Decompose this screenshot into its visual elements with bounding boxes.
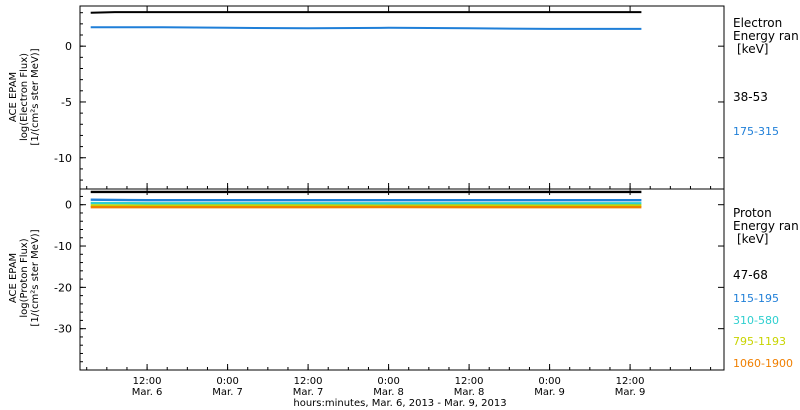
xtick-label-time-6: 12:00 (616, 376, 645, 387)
electron-legend: Electron Energy ran [keV] 38-53 175-315 (733, 16, 799, 138)
proton-y-ticks: 0 -10 -20 -30 (54, 195, 724, 371)
xtick-label-date-3: Mar. 8 (373, 387, 404, 398)
xtick-label-date-6: Mar. 9 (615, 387, 646, 398)
proton-legend-heading-2: Energy ran (733, 219, 799, 233)
electron-legend-entry-0: 38-53 (733, 90, 768, 104)
proton-ytick-label-0: 0 (65, 199, 72, 212)
x-axis-label: hours:minutes, Mar. 6, 2013 - Mar. 9, 20… (293, 398, 506, 409)
proton-ytick-label-2: -20 (54, 281, 72, 294)
xtick-label-time-2: 12:00 (294, 376, 323, 387)
electron-legend-entry-1: 175-315 (733, 125, 779, 138)
xtick-label-time-1: 0:00 (216, 376, 238, 387)
electron-legend-heading-1: Electron (733, 16, 782, 30)
proton-ylabel-line-2: log(Proton Flux) (19, 238, 30, 317)
proton-legend: Proton Energy ran [keV] 47-68 115-195 31… (733, 206, 799, 370)
electron-legend-heading-3: [keV] (737, 42, 768, 56)
electron-y-axis-label: ACE EPAM log(Electron Flux) [1/(cm²s ste… (8, 48, 41, 145)
electron-legend-heading-2: Energy ran (733, 29, 799, 43)
electron-ylabel-line-3: [1/(cm²s ster MeV)] (30, 48, 41, 145)
electron-plot-frame (79, 5, 725, 190)
xtick-label-time-3: 0:00 (377, 376, 399, 387)
proton-legend-entry-3: 795-1193 (733, 335, 786, 348)
electron-series-line-1 (90, 26, 642, 30)
xtick-label-date-5: Mar. 9 (534, 387, 565, 398)
xtick-label-time-5: 0:00 (538, 376, 560, 387)
proton-legend-entry-4: 1060-1900 (733, 357, 793, 370)
proton-series-line-1 (90, 198, 642, 202)
xtick-label-date-2: Mar. 7 (293, 387, 324, 398)
proton-ytick-label-3: -30 (54, 323, 72, 336)
proton-ylabel-line-3: [1/(cm²s ster MeV)] (30, 229, 41, 326)
electron-series-line-0 (90, 11, 642, 14)
electron-ylabel-line-2: log(Electron Flux) (19, 53, 30, 141)
xtick-label-date-0: Mar. 6 (132, 387, 163, 398)
proton-plot-frame (79, 188, 725, 371)
electron-panel: 0 -5 -10 ACE EPAM log(Electron Flux) [1/(c… (8, 5, 799, 190)
xtick-label-date-4: Mar. 8 (454, 387, 485, 398)
electron-ytick-label-2: -10 (54, 152, 72, 165)
xtick-label-time-0: 12:00 (133, 376, 162, 387)
proton-legend-entry-0: 47-68 (733, 268, 768, 282)
proton-legend-entry-2: 310-580 (733, 314, 779, 327)
electron-ylabel-line-1: ACE EPAM (8, 72, 19, 122)
xtick-label-time-4: 12:00 (455, 376, 484, 387)
proton-ylabel-line-1: ACE EPAM (8, 253, 19, 303)
electron-series (90, 11, 642, 30)
electron-y-ticks: 0 -5 -10 (54, 12, 724, 181)
electron-ytick-label-0: 0 (65, 40, 72, 53)
xtick-label-date-1: Mar. 7 (212, 387, 243, 398)
proton-legend-entry-1: 115-195 (733, 292, 779, 305)
proton-series (90, 190, 642, 209)
proton-ytick-label-1: -10 (54, 240, 72, 253)
proton-legend-heading-1: Proton (733, 206, 772, 220)
proton-legend-heading-3: [keV] (737, 232, 768, 246)
electron-ytick-label-1: -5 (61, 96, 72, 109)
proton-y-axis-label: ACE EPAM log(Proton Flux) [1/(cm²s ster … (8, 229, 41, 326)
